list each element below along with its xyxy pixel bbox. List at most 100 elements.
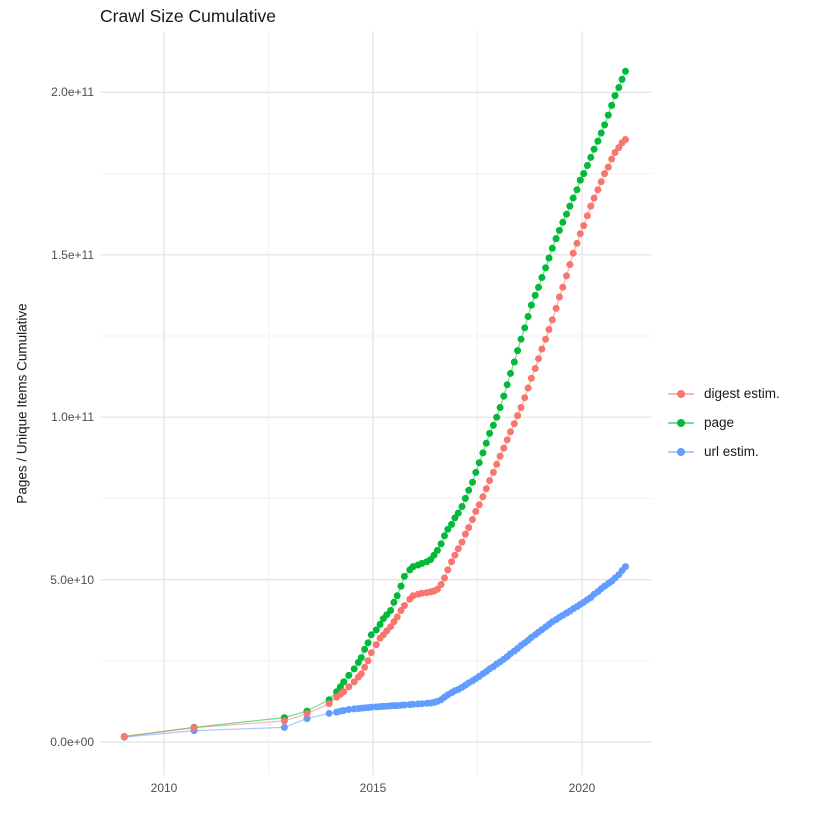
data-point xyxy=(507,428,514,436)
data-point xyxy=(535,355,542,363)
data-point xyxy=(489,468,497,476)
data-point xyxy=(611,149,619,156)
data-point xyxy=(500,392,508,400)
data-point xyxy=(372,641,380,649)
data-point xyxy=(465,524,473,532)
data-point xyxy=(493,460,501,468)
data-point xyxy=(367,649,375,657)
data-point xyxy=(517,404,525,411)
data-point xyxy=(503,381,511,389)
data-point xyxy=(601,170,609,178)
data-point xyxy=(573,239,581,247)
data-point xyxy=(482,485,490,493)
data-point xyxy=(580,222,588,230)
data-point xyxy=(597,129,605,137)
data-point xyxy=(559,218,567,226)
data-point xyxy=(409,700,417,708)
data-point xyxy=(387,607,395,614)
data-point xyxy=(451,551,459,559)
data-point xyxy=(448,520,456,528)
data-point xyxy=(594,137,602,145)
data-point xyxy=(461,530,469,538)
data-point xyxy=(566,202,574,210)
data-point xyxy=(472,468,480,476)
data-point xyxy=(548,244,556,252)
data-point xyxy=(618,75,626,83)
data-point xyxy=(604,111,612,119)
y-tick-label: 2.0e+11 xyxy=(51,85,94,100)
data-point xyxy=(573,186,581,194)
data-point xyxy=(364,639,372,647)
data-point xyxy=(587,153,595,161)
data-point xyxy=(507,369,514,377)
x-tick-label: 2010 xyxy=(150,781,178,795)
data-point xyxy=(280,717,288,725)
data-point xyxy=(514,412,522,420)
data-point xyxy=(357,654,365,662)
data-point xyxy=(437,540,445,548)
plot-panel xyxy=(101,31,652,775)
data-point xyxy=(397,607,405,614)
data-point xyxy=(597,178,605,186)
data-point xyxy=(496,404,504,411)
data-point xyxy=(325,709,333,717)
data-point xyxy=(601,121,609,129)
data-point xyxy=(472,507,480,515)
x-tick-label: 2015 xyxy=(359,781,387,795)
data-point xyxy=(622,67,629,75)
data-point xyxy=(524,313,532,320)
data-point xyxy=(441,532,448,540)
data-point xyxy=(521,324,529,332)
data-point xyxy=(400,701,408,709)
data-point xyxy=(393,613,401,621)
data-point xyxy=(538,274,546,281)
data-point xyxy=(493,413,501,421)
data-point xyxy=(444,525,452,533)
data-point xyxy=(555,293,563,301)
legend-key-point-icon xyxy=(668,389,694,399)
data-point xyxy=(400,572,408,580)
data-point xyxy=(433,585,441,593)
legend-key-point-icon xyxy=(668,447,694,457)
data-point xyxy=(367,703,375,711)
data-point xyxy=(559,283,567,291)
data-point xyxy=(569,249,577,257)
data-point xyxy=(303,715,311,723)
data-point xyxy=(583,162,591,169)
data-point xyxy=(552,235,560,243)
data-point xyxy=(400,602,408,610)
data-point xyxy=(587,202,595,210)
data-point xyxy=(548,316,556,324)
data-point xyxy=(361,663,369,671)
y-tick-label: 1.5e+11 xyxy=(51,247,94,262)
legend-label: page xyxy=(704,415,735,430)
data-point xyxy=(555,226,563,234)
data-point xyxy=(489,421,497,429)
data-point xyxy=(496,452,504,460)
data-point xyxy=(486,429,494,437)
data-point xyxy=(531,365,539,372)
series-line-page xyxy=(124,71,627,738)
data-point xyxy=(372,626,380,634)
data-point xyxy=(336,683,344,691)
data-point xyxy=(563,272,570,280)
data-point xyxy=(521,394,529,402)
data-point xyxy=(479,493,487,501)
data-point xyxy=(458,503,466,510)
chart-title: Crawl Size Cumulative xyxy=(100,6,277,26)
chart-canvas xyxy=(101,31,652,775)
data-point xyxy=(552,304,560,312)
data-point xyxy=(437,581,445,588)
data-point xyxy=(475,459,483,467)
legend-label: digest estim. xyxy=(704,386,780,401)
data-point xyxy=(563,210,570,218)
data-point xyxy=(454,509,462,517)
data-point xyxy=(451,514,459,522)
data-point xyxy=(500,444,508,452)
data-point xyxy=(345,683,353,691)
data-point xyxy=(444,566,452,574)
data-point xyxy=(594,186,602,194)
data-point xyxy=(510,358,518,366)
data-point xyxy=(583,212,591,220)
data-point xyxy=(387,623,395,631)
